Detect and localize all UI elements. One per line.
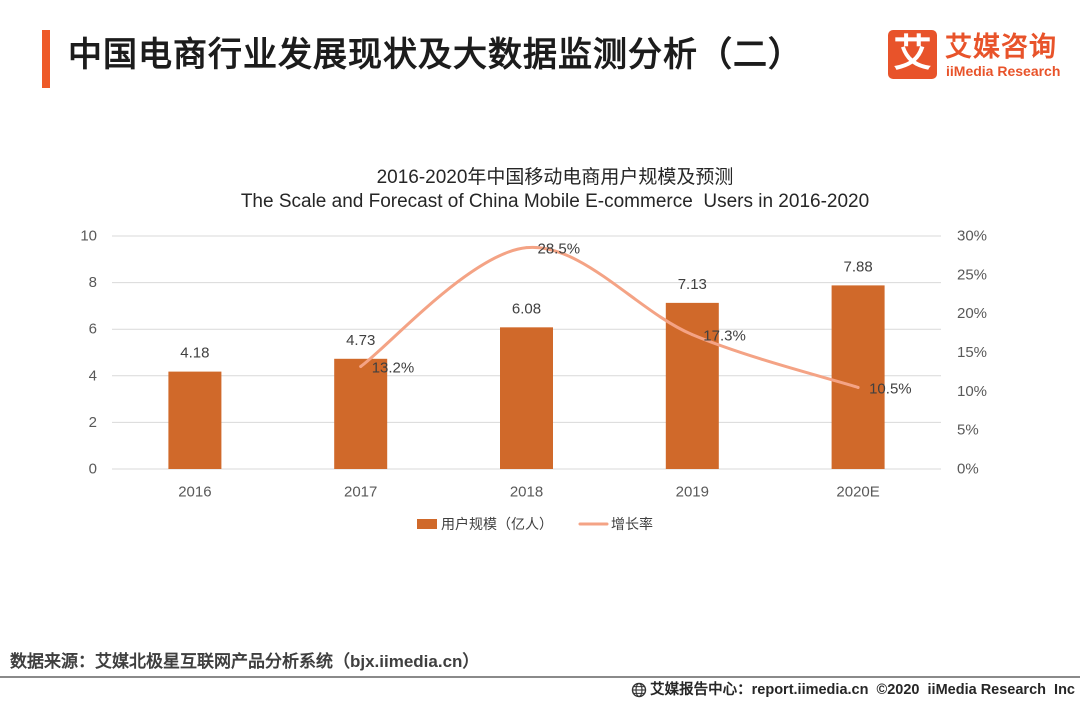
iimedia-logo: 艾 艾媒咨询 iiMedia Research xyxy=(888,30,1068,82)
growth-rate-point xyxy=(690,333,694,337)
y-right-tick-label: 25% xyxy=(957,266,987,283)
x-axis-label: 2019 xyxy=(676,484,709,501)
x-axis-label: 2017 xyxy=(344,484,377,501)
growth-rate-unit: % xyxy=(898,380,911,397)
logo-name-cn: 艾媒咨询 xyxy=(945,32,1057,62)
chart-subtitle: The Scale and Forecast of China Mobile E… xyxy=(240,191,870,212)
footer-divider xyxy=(0,676,1080,678)
growth-rate-line xyxy=(359,246,860,389)
y-right-tick-label: 5% xyxy=(957,422,979,439)
growth-rate-value: 13.2 xyxy=(372,359,401,376)
bar-value-label: 4.18 xyxy=(180,345,209,362)
y-left-tick-label: 6 xyxy=(89,321,97,338)
bar-value-label: 6.08 xyxy=(512,300,541,317)
bar-series: 4.18 4.73 6.08 7.13 7.88 xyxy=(168,258,885,469)
x-axis-label: 2018 xyxy=(510,484,543,501)
bar-2020E xyxy=(831,285,885,469)
x-axis-label: 2016 xyxy=(178,484,211,501)
bar-value-label: 7.13 xyxy=(678,276,707,293)
y-left-tick-label: 0 xyxy=(89,461,97,478)
y-right-tick-label: 15% xyxy=(957,344,987,361)
globe-icon xyxy=(631,682,647,698)
growth-rate-label: 10.5% xyxy=(869,380,912,397)
bar-value-label: 4.73 xyxy=(346,332,375,349)
footer-text: 艾媒报告中心：report.iimedia.cn ©2020 iiMedia R… xyxy=(650,682,1075,698)
growth-rate-point xyxy=(856,386,860,389)
growth-rate-value: 17.3 xyxy=(703,327,732,344)
legend-swatch-user-scale xyxy=(417,519,437,529)
growth-rate-value: 10.5 xyxy=(869,380,898,397)
bar-2019 xyxy=(665,302,719,469)
growth-rate-label: 17.3% xyxy=(703,327,746,344)
bar-2017 xyxy=(334,358,388,469)
growth-rate-unit: % xyxy=(401,359,414,376)
chart-title: 2016-2020年中国移动电商用户规模及预测 xyxy=(376,167,734,188)
legend-label-user-scale: 用户规模（亿人） xyxy=(441,516,553,532)
logo-name-en: iiMedia Research xyxy=(946,63,1061,79)
bar-2016 xyxy=(168,371,222,469)
growth-rate-label: 13.2% xyxy=(372,359,415,376)
y-right-tick-label: 10% xyxy=(957,383,987,400)
y-left-tick-label: 2 xyxy=(89,414,97,431)
title-accent-bar xyxy=(42,30,50,88)
x-axis: 2016 2017 2018 2019 2020E xyxy=(178,484,880,501)
y-left-tick-label: 8 xyxy=(89,274,97,291)
y-right-axis: 0% 5% 10% 15% 20% 25% 30% xyxy=(957,228,987,478)
page-title: 中国电商行业发展现状及大数据监测分析（二） xyxy=(68,36,803,74)
growth-rate-series: 13.2%28.5%17.3%10.5% xyxy=(359,240,912,397)
growth-rate-point xyxy=(525,246,528,250)
bar-2018 xyxy=(500,327,553,469)
x-axis-label: 2020E xyxy=(836,484,879,501)
y-left-tick-label: 4 xyxy=(89,367,97,384)
footer: 艾媒报告中心：report.iimedia.cn ©2020 iiMedia R… xyxy=(631,680,1075,700)
growth-rate-unit: % xyxy=(567,240,580,257)
logo-mark: 艾 xyxy=(888,30,937,79)
growth-rate-value: 28.5 xyxy=(538,240,567,257)
y-left-axis: 0 2 4 6 8 10 xyxy=(80,228,97,478)
growth-rate-label: 28.5% xyxy=(538,240,581,257)
growth-rate-unit: % xyxy=(733,327,746,344)
y-left-tick-label: 10 xyxy=(80,228,97,245)
legend-label-growth-rate: 增长率 xyxy=(611,516,653,532)
bar-value-label: 7.88 xyxy=(843,258,872,275)
y-right-tick-label: 0% xyxy=(957,461,979,478)
y-right-tick-label: 30% xyxy=(957,228,987,245)
growth-rate-point xyxy=(359,365,363,368)
y-right-tick-label: 20% xyxy=(957,305,987,322)
data-source: 数据来源：艾媒北极星互联网产品分析系统（bjx.iimedia.cn） xyxy=(10,652,480,671)
chart-legend: 用户规模（亿人） 增长率 xyxy=(417,516,653,532)
